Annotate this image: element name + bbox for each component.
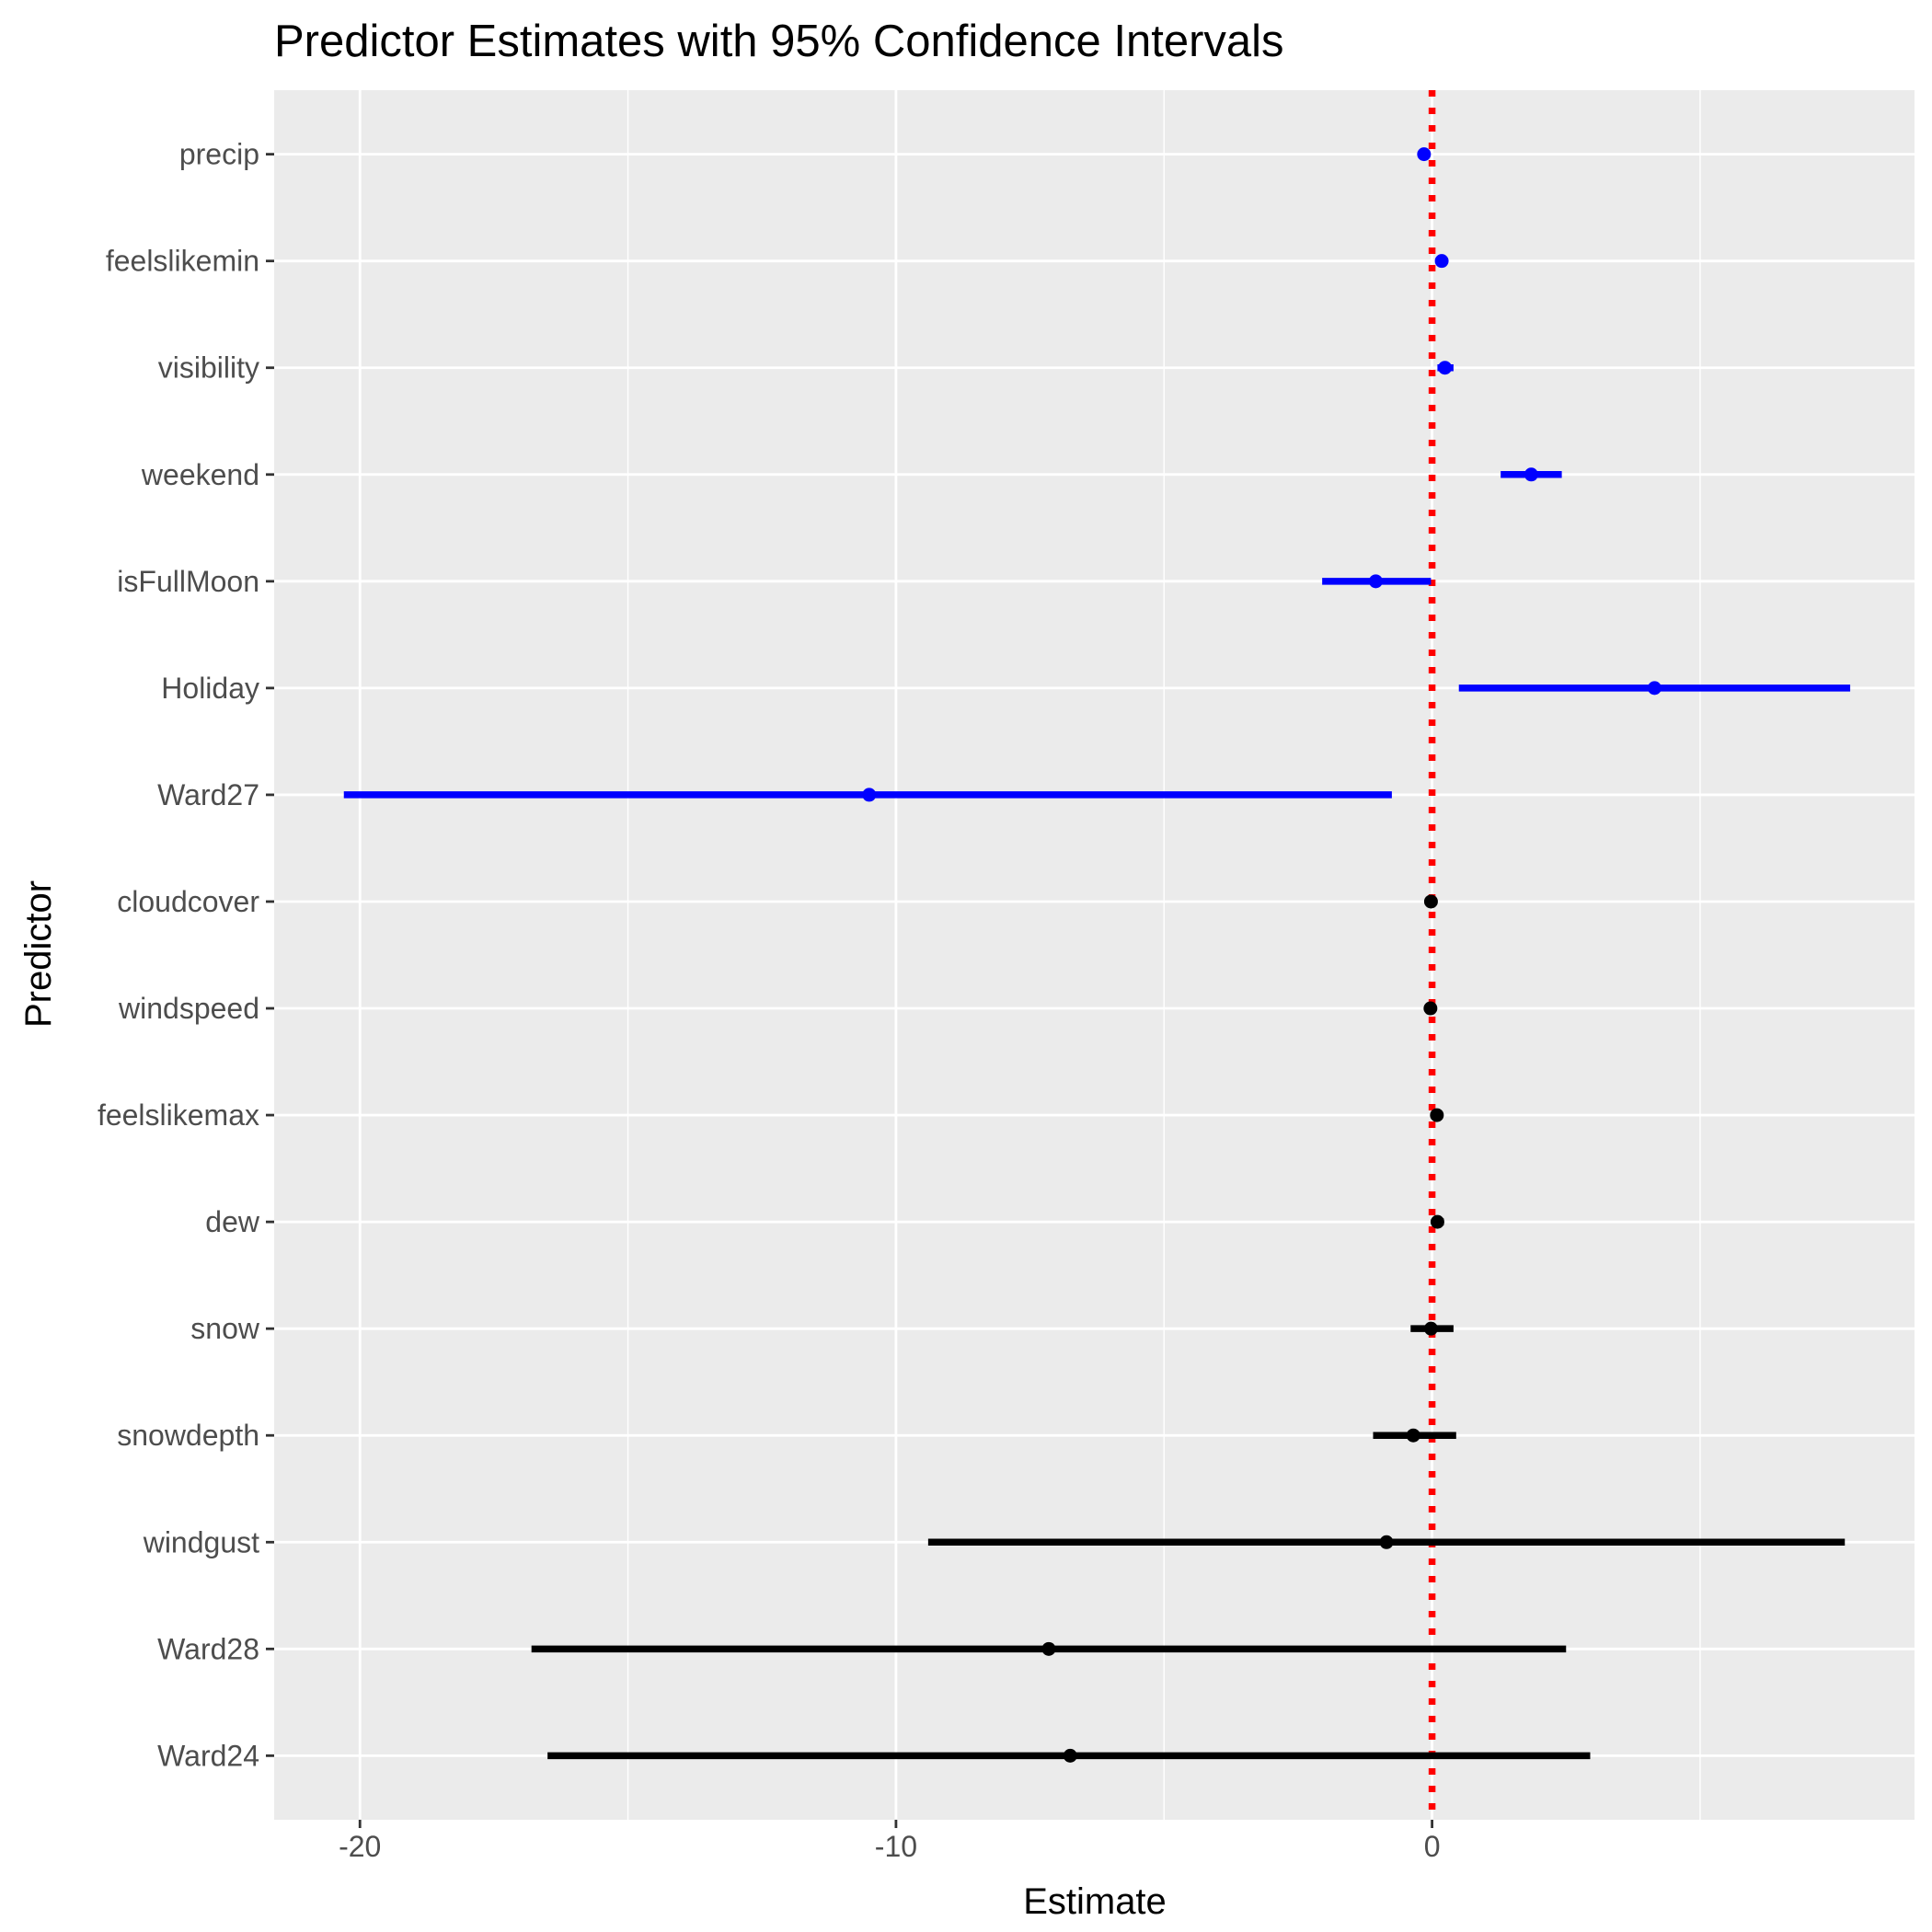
estimate-point-windgust [1379, 1535, 1394, 1549]
y-tick-label: visibility [158, 351, 259, 385]
y-tick-label: windgust [143, 1525, 259, 1558]
minor-gridlines [627, 90, 1701, 1820]
y-tick-label: precip [179, 138, 259, 171]
y-axis-title: Predictor [18, 880, 59, 1028]
y-tick-label: isFullMoon [117, 565, 259, 598]
estimate-point-dew [1430, 1214, 1444, 1229]
estimate-point-windspeed [1423, 1001, 1438, 1016]
y-tick-label: Ward27 [157, 778, 259, 811]
y-tick-label: Ward24 [157, 1739, 259, 1772]
y-tick-label: windspeed [118, 992, 259, 1025]
x-tick-label: 0 [1424, 1830, 1441, 1863]
y-tick-label: dew [205, 1205, 260, 1238]
y-tick-label: Holiday [161, 672, 259, 705]
estimate-point-Holiday [1647, 681, 1662, 696]
estimate-point-Ward27 [862, 788, 877, 802]
estimate-point-isFullMoon [1368, 574, 1383, 589]
plot-panel [274, 90, 1915, 1820]
estimate-point-cloudcover [1423, 894, 1438, 909]
estimate-point-feelslikemax [1430, 1108, 1444, 1122]
estimate-point-visibility [1438, 361, 1453, 375]
estimate-marks [343, 147, 1851, 1763]
estimate-point-weekend [1524, 467, 1538, 482]
chart-title: Predictor Estimates with 95% Confidence … [274, 17, 1284, 66]
y-tick-label: cloudcover [117, 885, 259, 918]
x-axis-title: Estimate [1023, 1881, 1167, 1922]
estimate-point-precip [1417, 147, 1432, 162]
estimate-point-Ward24 [1063, 1748, 1077, 1763]
y-axis: precip feelslikemin visibility weekend isFul… [98, 138, 274, 1772]
x-axis: -20 -10 0 [339, 1820, 1440, 1863]
y-tick-label: Ward28 [157, 1632, 259, 1665]
estimate-point-snowdepth [1406, 1428, 1420, 1443]
y-tick-label: feelslikemin [106, 245, 259, 278]
estimate-point-snow [1423, 1321, 1438, 1336]
x-tick-label: -10 [875, 1830, 917, 1863]
y-tick-label: weekend [141, 458, 259, 491]
y-tick-label: feelslikemax [98, 1098, 259, 1132]
y-tick-label: snowdepth [117, 1419, 259, 1452]
y-tick-label: snow [190, 1312, 260, 1345]
estimate-point-Ward28 [1041, 1641, 1056, 1656]
estimate-point-feelslikemin [1434, 254, 1449, 269]
x-tick-label: -20 [339, 1830, 381, 1863]
